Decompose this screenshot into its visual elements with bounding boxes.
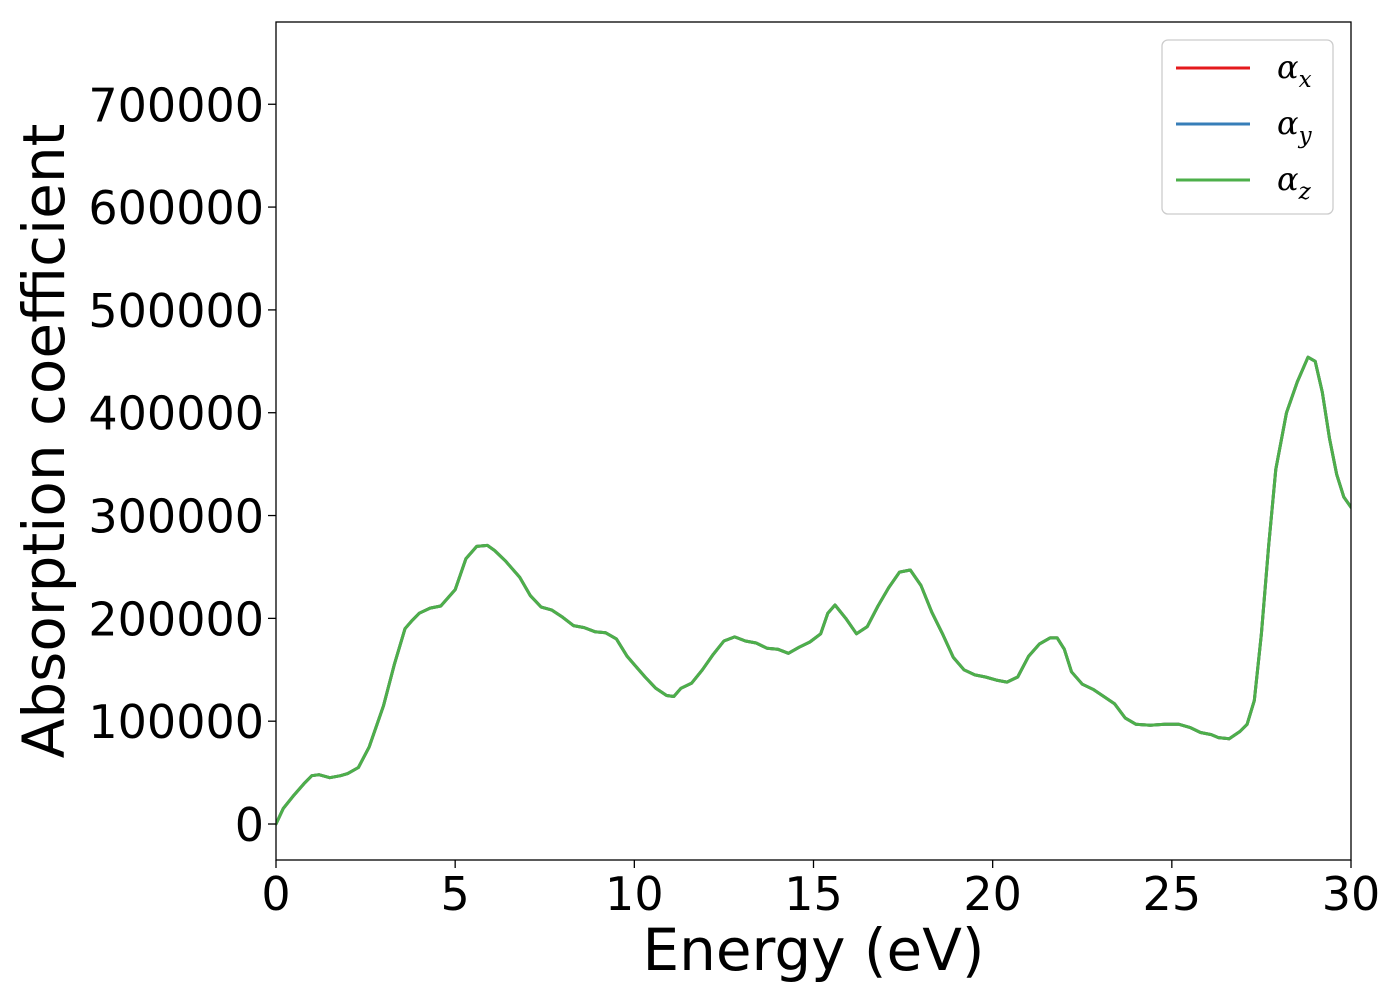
x-axis: 0 5 10 15 20 25 30 [261, 860, 1380, 921]
y-tick-label: 200000 [88, 592, 264, 646]
series-layer [276, 355, 1351, 826]
y-tick-label: 700000 [88, 78, 264, 132]
legend-label-subscript: y [1298, 123, 1313, 149]
series-line-1 [276, 355, 1351, 826]
legend-label-base: α [1277, 48, 1299, 86]
x-tick-label: 25 [1143, 867, 1202, 921]
x-tick-label: 10 [605, 867, 664, 921]
x-tick-label: 30 [1322, 867, 1381, 921]
legend-label-base: α [1277, 104, 1299, 142]
x-tick-label: 20 [963, 867, 1022, 921]
y-axis-label: Absorption coefficient [10, 124, 78, 759]
y-tick-label: 0 [235, 798, 264, 852]
legend-label: αx [1277, 48, 1312, 93]
y-tick-label: 300000 [88, 490, 264, 544]
x-axis-label: Energy (eV) [642, 916, 984, 984]
y-tick-label: 100000 [88, 695, 264, 749]
x-tick-label: 15 [784, 867, 843, 921]
legend-label-subscript: x [1299, 67, 1312, 93]
legend-box [1161, 39, 1334, 215]
y-tick-label: 500000 [88, 284, 264, 338]
legend-label: αz [1277, 160, 1312, 205]
x-tick-label: 5 [441, 867, 470, 921]
x-tick-label: 0 [261, 867, 290, 921]
legend-label-subscript: z [1298, 179, 1312, 205]
y-tick-label: 400000 [88, 387, 264, 441]
y-tick-label: 600000 [88, 181, 264, 235]
series-line-3 [276, 355, 1351, 826]
legend-label: αy [1277, 104, 1313, 149]
y-axis: 0 100000 200000 300000 400000 500000 600000 700… [88, 78, 276, 852]
series-line-2 [276, 355, 1351, 826]
legend-label-base: α [1277, 160, 1299, 198]
